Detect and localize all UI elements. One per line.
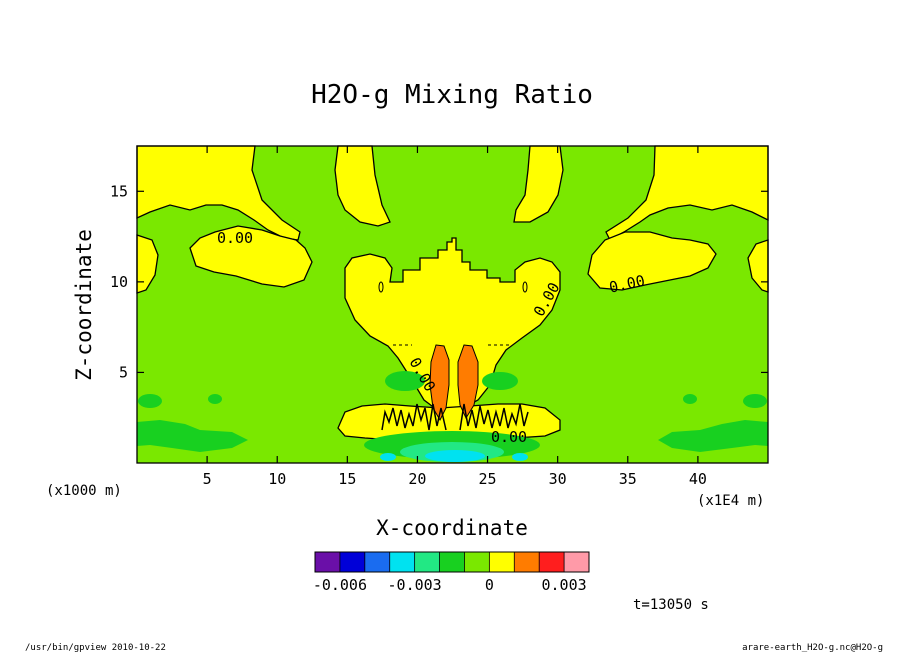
y-axis-ticks: 5 10 15 (110, 182, 768, 381)
cyan-core (425, 450, 485, 462)
plot-frame (136, 145, 769, 464)
x-tick-label: 10 (268, 470, 286, 488)
colorbar-swatch (464, 552, 490, 572)
x-tick-label: 30 (549, 470, 567, 488)
colorbar-swatch (439, 552, 465, 572)
colorbar-swatch (339, 552, 365, 572)
yellow-region-left-mid (189, 225, 313, 288)
colorbar-tick-label: 0.003 (542, 576, 587, 594)
x-tick-label: 25 (479, 470, 497, 488)
colorbar-swatch (414, 552, 440, 572)
plot-area: 0.00 0.00 0.00 0.00 0.00 (136, 145, 769, 464)
yellow-region-spike-right (513, 145, 564, 223)
colorbar-swatch (564, 552, 589, 572)
y-unit-label: (x1000 m) (46, 483, 122, 499)
colorbar-swatch (514, 552, 540, 572)
green-pocket (743, 394, 767, 408)
contour-jagged (459, 403, 529, 431)
y-tick-label: 5 (119, 363, 128, 381)
contour-tick (378, 281, 384, 293)
green-pocket-center (482, 372, 518, 390)
contour-tick (522, 281, 528, 293)
colorbar-swatch (539, 552, 565, 572)
yellow-region-right-top (605, 145, 769, 241)
x-tick-label: 20 (408, 470, 426, 488)
contour-jagged (381, 403, 447, 431)
yellow-region-right-mid (587, 231, 717, 291)
y-axis-label: Z-coordinate (72, 229, 96, 381)
yellow-region-spike-left (334, 145, 391, 227)
colorbar: -0.006 -0.003 0 0.003 (313, 551, 590, 594)
x-unit-label: (x1E4 m) (697, 493, 764, 509)
footer-right: arare-earth_H2O-g.nc@H2O-g (742, 643, 883, 653)
y-tick-label: 15 (110, 182, 128, 200)
contour-label: 0.00 (217, 229, 253, 247)
green-pocket (683, 394, 697, 404)
green-pocket-center (385, 371, 425, 391)
colorbar-swatch (315, 552, 340, 572)
colorbar-swatch (489, 552, 515, 572)
x-tick-label: 15 (338, 470, 356, 488)
x-tick-label: 5 (203, 470, 212, 488)
chart-title: H2O-g Mixing Ratio (311, 80, 593, 110)
colorbar-tick-label: 0 (485, 576, 494, 594)
green-pocket-bottom-left (137, 420, 248, 452)
green-pocket (138, 394, 162, 408)
green-pocket (208, 394, 222, 404)
colorbar-tick-label: -0.006 (313, 576, 367, 594)
x-axis-label: X-coordinate (376, 516, 528, 540)
contour-label: 0.00 (491, 428, 527, 446)
x-axis-ticks: 5 10 15 20 25 30 35 40 (203, 146, 707, 488)
yellow-region-left-top (136, 145, 301, 241)
green-pocket-bottom-right (658, 420, 768, 452)
cyan-core (380, 453, 396, 461)
time-label: t=13050 s (633, 597, 709, 613)
colorbar-swatch (364, 552, 390, 572)
colorbar-frame (314, 551, 590, 573)
colorbar-tick-label: -0.003 (388, 576, 442, 594)
footer-left: /usr/bin/gpview 2010-10-22 (25, 643, 166, 653)
orange-plume-right (457, 344, 479, 420)
y-tick-label: 10 (110, 273, 128, 291)
x-tick-label: 35 (619, 470, 637, 488)
colorbar-swatch (389, 552, 415, 572)
x-tick-label: 40 (689, 470, 707, 488)
cyan-core (512, 453, 528, 461)
